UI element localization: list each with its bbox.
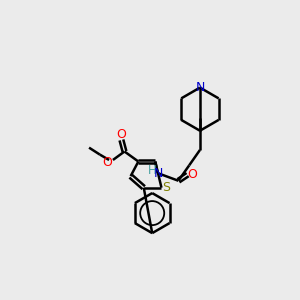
Text: O: O [103,156,112,169]
Text: N: N [195,81,205,94]
Text: O: O [187,168,197,181]
Text: O: O [116,128,126,141]
Text: S: S [162,181,170,194]
Text: N: N [154,167,163,180]
Text: H: H [148,164,157,177]
